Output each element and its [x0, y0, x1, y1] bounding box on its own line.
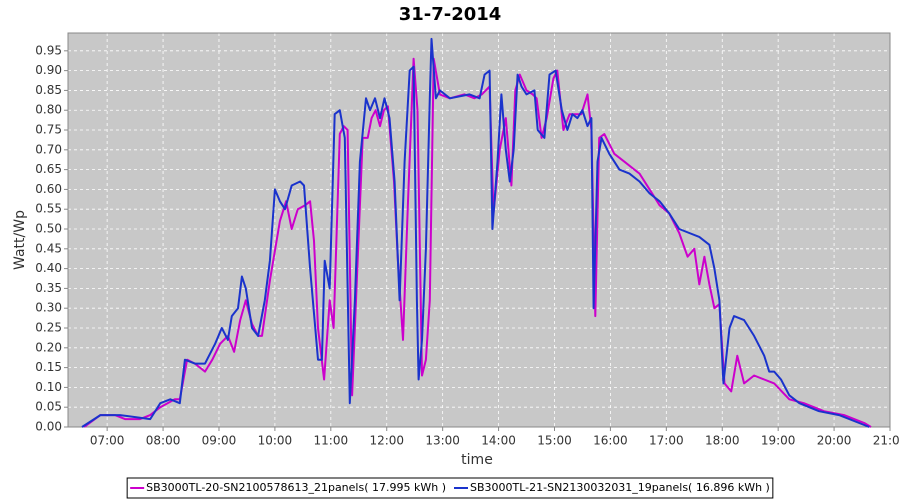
x-tick-label: 14:00 — [481, 434, 516, 448]
y-tick-label: 0.00 — [35, 420, 62, 434]
x-tick-label: 20:00 — [817, 434, 852, 448]
y-tick-label: 0.10 — [35, 380, 62, 394]
legend-label: SB3000TL-21-SN2130032031_19panels( 16.89… — [470, 481, 770, 494]
y-tick-label: 0.50 — [35, 222, 62, 236]
x-tick-label: 19:00 — [761, 434, 796, 448]
x-tick-label: 13:00 — [425, 434, 460, 448]
x-tick-label: 16:00 — [593, 434, 628, 448]
y-tick-label: 0.85 — [35, 83, 62, 97]
y-tick-label: 0.05 — [35, 400, 62, 414]
y-tick-label: 0.55 — [35, 202, 62, 216]
x-tick-label: 21:00 — [873, 434, 900, 448]
y-tick-label: 0.90 — [35, 63, 62, 77]
y-tick-label: 0.95 — [35, 43, 62, 57]
y-tick-label: 0.70 — [35, 142, 62, 156]
y-tick-label: 0.15 — [35, 360, 62, 374]
legend: SB3000TL-20-SN2100578613_21panels( 17.99… — [126, 477, 774, 499]
x-tick-label: 08:00 — [146, 434, 181, 448]
y-tick-label: 0.20 — [35, 340, 62, 354]
legend-label: SB3000TL-20-SN2100578613_21panels( 17.99… — [146, 481, 446, 494]
series-line — [83, 57, 872, 428]
y-tick-label: 0.60 — [35, 182, 62, 196]
y-tick-label: 0.25 — [35, 321, 62, 335]
chart-title: 31-7-2014 — [399, 4, 502, 25]
y-tick-label: 0.75 — [35, 123, 62, 137]
x-tick-label: 11:00 — [314, 434, 349, 448]
y-axis-label: Watt/Wp — [12, 210, 28, 270]
x-tick-label: 17:00 — [649, 434, 684, 448]
y-tick-label: 0.65 — [35, 162, 62, 176]
x-tick-label: 15:00 — [537, 434, 572, 448]
y-tick-label: 0.30 — [35, 301, 62, 315]
x-axis-label: time — [461, 452, 493, 468]
y-tick-label: 0.45 — [35, 241, 62, 255]
y-tick-label: 0.40 — [35, 261, 62, 275]
series-line — [81, 37, 870, 428]
x-tick-label: 09:00 — [202, 434, 237, 448]
legend-box — [126, 477, 774, 499]
x-tick-label: 12:00 — [369, 434, 404, 448]
x-tick-label: 18:00 — [705, 434, 740, 448]
x-tick-label: 10:00 — [258, 434, 293, 448]
x-tick-label: 07:00 — [90, 434, 125, 448]
y-tick-label: 0.80 — [35, 103, 62, 117]
plot-border — [67, 32, 891, 428]
y-tick-label: 0.35 — [35, 281, 62, 295]
